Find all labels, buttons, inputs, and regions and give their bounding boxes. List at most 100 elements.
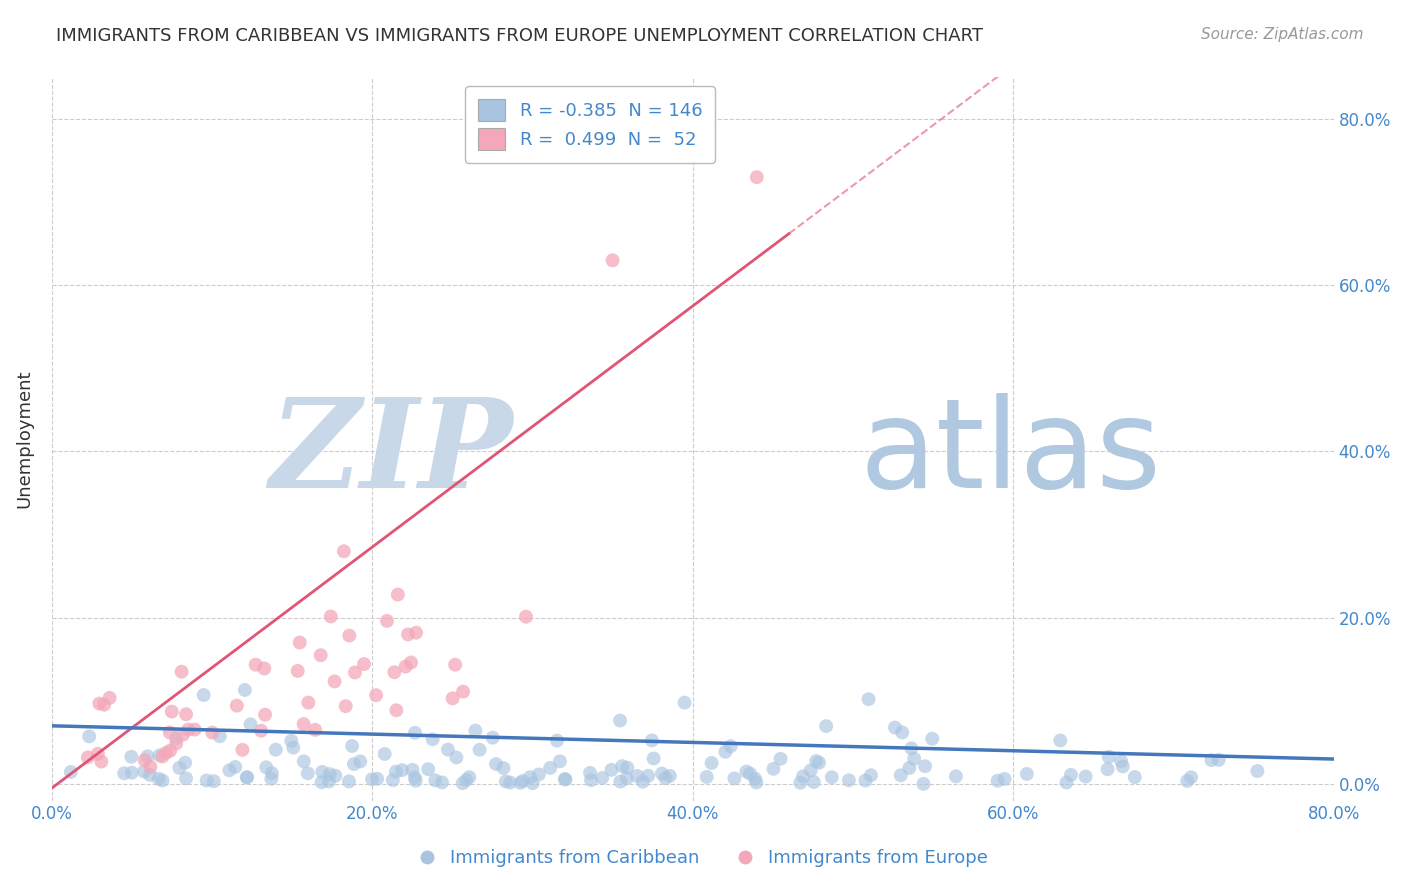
Point [385, 703, 408, 717]
Point [304, 723, 326, 737]
Point [1049, 733, 1071, 747]
Point [399, 656, 422, 670]
Point [134, 753, 156, 767]
Point [859, 768, 882, 782]
Point [1201, 753, 1223, 767]
Point [444, 657, 467, 672]
Point [201, 725, 224, 739]
Point [546, 733, 568, 747]
Point [912, 777, 935, 791]
Point [654, 771, 676, 785]
Point [554, 772, 576, 787]
Point [1175, 774, 1198, 789]
Point [643, 751, 665, 765]
Point [1098, 750, 1121, 764]
Point [987, 773, 1010, 788]
Point [292, 717, 315, 731]
Point [160, 705, 183, 719]
Point [169, 761, 191, 775]
Text: IMMIGRANTS FROM CARIBBEAN VS IMMIGRANTS FROM EUROPE UNEMPLOYMENT CORRELATION CHA: IMMIGRANTS FROM CARIBBEAN VS IMMIGRANTS … [56, 27, 983, 45]
Point [626, 769, 648, 783]
Point [1180, 770, 1202, 784]
Point [361, 772, 384, 787]
Point [385, 764, 408, 779]
Point [612, 759, 634, 773]
Point [174, 756, 197, 770]
Point [422, 732, 444, 747]
Point [792, 769, 814, 783]
Legend: Immigrants from Caribbean, Immigrants from Europe: Immigrants from Caribbean, Immigrants fr… [411, 842, 995, 874]
Point [319, 767, 342, 781]
Point [602, 253, 624, 268]
Point [325, 769, 347, 783]
Point [375, 614, 398, 628]
Point [631, 774, 654, 789]
Point [1015, 767, 1038, 781]
Point [509, 776, 531, 790]
Point [394, 659, 416, 673]
Point [337, 629, 360, 643]
Point [148, 772, 170, 786]
Point [468, 743, 491, 757]
Point [1112, 759, 1135, 773]
Point [260, 772, 283, 786]
Point [515, 609, 537, 624]
Point [481, 731, 503, 745]
Point [499, 775, 522, 789]
Point [218, 764, 240, 778]
Point [858, 692, 880, 706]
Point [903, 752, 925, 766]
Point [193, 688, 215, 702]
Point [1097, 762, 1119, 776]
Point [172, 728, 194, 742]
Point [538, 761, 561, 775]
Point [404, 725, 426, 739]
Point [451, 776, 474, 790]
Point [292, 755, 315, 769]
Point [735, 764, 758, 779]
Point [1056, 775, 1078, 789]
Point [208, 729, 231, 743]
Point [343, 665, 366, 680]
Point [658, 769, 681, 783]
Point [744, 772, 766, 786]
Point [319, 609, 342, 624]
Point [152, 749, 174, 764]
Point [485, 756, 508, 771]
Point [1060, 768, 1083, 782]
Point [451, 684, 474, 698]
Point [815, 719, 838, 733]
Point [616, 761, 638, 775]
Point [311, 764, 333, 779]
Point [898, 761, 921, 775]
Point [89, 697, 111, 711]
Point [309, 648, 332, 663]
Point [700, 756, 723, 770]
Text: ZIP: ZIP [270, 392, 513, 515]
Point [405, 773, 427, 788]
Point [152, 773, 174, 788]
Point [148, 748, 170, 763]
Point [77, 750, 100, 764]
Point [364, 688, 387, 702]
Point [492, 761, 515, 775]
Point [245, 657, 267, 672]
Point [745, 775, 768, 789]
Point [720, 739, 742, 754]
Point [87, 747, 110, 761]
Point [723, 772, 745, 786]
Point [174, 772, 197, 786]
Point [609, 774, 631, 789]
Point [1074, 770, 1097, 784]
Point [396, 627, 419, 641]
Point [900, 741, 922, 756]
Point [804, 754, 827, 768]
Point [254, 707, 277, 722]
Point [236, 770, 259, 784]
Point [98, 690, 121, 705]
Point [890, 768, 912, 782]
Point [121, 765, 143, 780]
Point [59, 764, 82, 779]
Point [224, 760, 246, 774]
Point [280, 734, 302, 748]
